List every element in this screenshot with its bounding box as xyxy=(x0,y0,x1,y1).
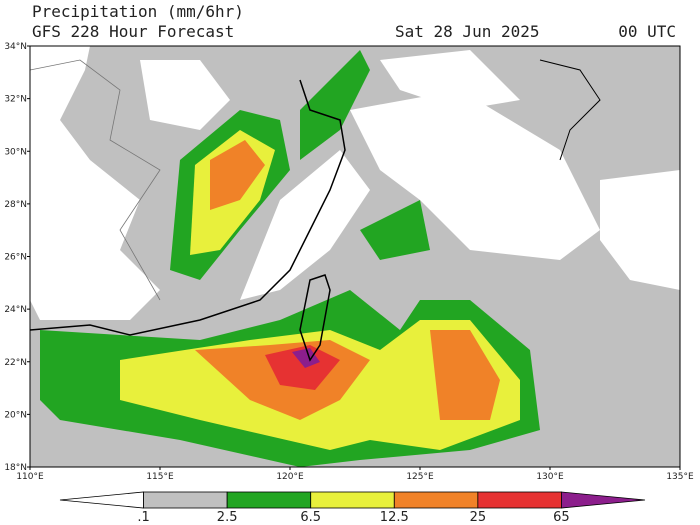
very-heavy-precip xyxy=(210,140,265,210)
coastline xyxy=(30,79,346,336)
colorbar-label: 6.5 xyxy=(300,510,321,525)
peak-precip xyxy=(292,348,320,368)
colorbar-segment xyxy=(477,491,562,509)
colorbar-end xyxy=(59,491,144,509)
province-border xyxy=(30,59,161,301)
subtitle: GFS 228 Hour Forecast xyxy=(32,22,234,41)
colorbar-label: 12.5 xyxy=(380,510,409,525)
valid-time: 00 UTC xyxy=(618,22,676,41)
very-heavy-precip xyxy=(430,330,500,420)
lon-label: 110°E xyxy=(16,472,44,482)
extreme-precip xyxy=(265,345,340,390)
dry-area xyxy=(30,46,160,320)
valid-date: Sat 28 Jun 2025 xyxy=(395,22,540,41)
lon-label: 115°E xyxy=(146,472,174,482)
axis-ticks: 34°N 32°N 30°N 28°N 26°N 24°N 22°N 20°N 18°N110°… xyxy=(4,42,694,482)
lon-label: 130°E xyxy=(536,472,564,482)
lat-label: 22°N xyxy=(4,358,27,368)
colorbar-segment xyxy=(143,491,228,509)
colorbar-segment xyxy=(393,491,479,509)
lat-label: 20°N xyxy=(4,410,27,420)
colorbar: .1 2.5 6.5 12.5 25 65 xyxy=(59,491,646,525)
lon-label: 120°E xyxy=(276,472,304,482)
colorbar-segment xyxy=(310,491,395,509)
dry-area xyxy=(140,60,230,130)
colorbar-label: 25 xyxy=(470,510,487,525)
moderate-precip xyxy=(360,200,430,260)
colorbar-segment xyxy=(226,491,312,509)
lat-label: 18°N xyxy=(4,463,27,473)
title: Precipitation (mm/6hr) xyxy=(32,2,244,21)
lat-label: 34°N xyxy=(4,42,27,52)
lon-label: 125°E xyxy=(406,472,434,482)
japan-coast xyxy=(539,59,601,161)
colorbar-end xyxy=(561,491,646,509)
map-field xyxy=(30,46,680,467)
lat-label: 28°N xyxy=(4,200,27,210)
colorbar-label: 2.5 xyxy=(217,510,238,525)
dry-area xyxy=(240,150,370,300)
moderate-precip xyxy=(300,50,370,160)
dry-area xyxy=(380,50,520,110)
lat-label: 30°N xyxy=(4,147,27,157)
taiwan-coast xyxy=(299,274,331,362)
colorbar-label: .1 xyxy=(137,510,149,525)
dry-area xyxy=(350,90,600,260)
lat-label: 32°N xyxy=(4,95,27,105)
lat-label: 24°N xyxy=(4,305,27,315)
colorbar-label: 65 xyxy=(553,510,570,525)
dry-area xyxy=(600,170,680,290)
lat-label: 26°N xyxy=(4,253,27,263)
lon-label: 135°E xyxy=(666,472,694,482)
